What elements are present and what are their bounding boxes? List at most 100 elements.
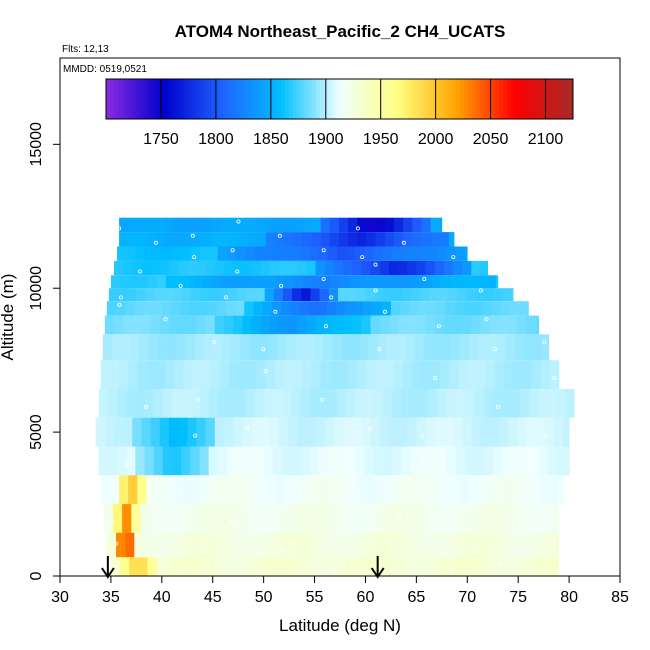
heatmap-cell [519, 301, 529, 316]
sample-point [484, 317, 489, 322]
colorbar-segment [160, 79, 165, 119]
colorbar-segment [148, 79, 154, 119]
heatmap-cell [303, 275, 313, 289]
heatmap-cell [161, 532, 172, 558]
heatmap-cell [403, 475, 413, 505]
heatmap-cell [159, 315, 170, 335]
heatmap-cell [178, 315, 188, 335]
colorbar-segment [456, 79, 461, 119]
heatmap-cell [473, 532, 483, 558]
heatmap-cell [543, 504, 554, 533]
colorbar-segment [117, 79, 123, 119]
heatmap-cell [495, 275, 499, 289]
heatmap-cell [480, 417, 491, 447]
heatmap-cell [103, 504, 114, 533]
heatmap-cell [284, 232, 294, 247]
heatmap-cell [247, 475, 257, 505]
heatmap-cell [140, 504, 150, 533]
heatmap-cell [342, 504, 352, 533]
heatmap-cell [146, 475, 157, 505]
heatmap-cell [318, 446, 329, 476]
heatmap-cell [355, 446, 365, 476]
colorbar-segment [569, 79, 574, 119]
colorbar-segment [218, 79, 224, 119]
heatmap-cell [324, 260, 335, 276]
heatmap-cell [154, 288, 165, 302]
heatmap-cell [453, 315, 463, 335]
heatmap-cell [410, 246, 420, 261]
heatmap-cell [137, 232, 147, 247]
heatmap-cell [128, 217, 138, 233]
heatmap-cell [181, 446, 191, 476]
heatmap-cell [470, 504, 480, 533]
heatmap-cell [430, 217, 441, 233]
heatmap-cell [361, 260, 371, 276]
heatmap-cell [117, 388, 127, 418]
colorbar-segment [553, 79, 558, 119]
heatmap-cell [501, 446, 512, 476]
heatmap-cell [278, 260, 289, 276]
heatmap-cell [547, 388, 558, 418]
colorbar-segment [429, 79, 434, 119]
heatmap-cell [430, 232, 441, 247]
heatmap-cell [418, 532, 428, 558]
heatmap-cell [210, 232, 221, 247]
sample-point [144, 404, 149, 409]
heatmap-cell [487, 334, 498, 361]
heatmap-cell [293, 475, 303, 505]
heatmap-cell [256, 360, 267, 389]
heatmap-cell [293, 360, 303, 389]
colorbar-segment [405, 79, 411, 119]
sample-point [552, 375, 557, 380]
heatmap-cell [176, 334, 186, 361]
heatmap-cell [144, 388, 155, 418]
heatmap-cell [431, 557, 442, 576]
colorbar-segment [499, 79, 504, 119]
heatmap-cell [391, 246, 402, 261]
heatmap-cell [143, 301, 154, 316]
colorbar-segment [191, 79, 197, 119]
heatmap-cell [388, 315, 399, 335]
heatmap-cell [231, 334, 241, 361]
heatmap-cell [340, 557, 350, 576]
colorbar-segment [467, 79, 473, 119]
heatmap-cell [512, 288, 514, 302]
heatmap-cell [516, 504, 526, 533]
heatmap-cell [394, 475, 404, 505]
heatmap-cell [285, 275, 295, 289]
heatmap-cell [128, 232, 138, 247]
heatmap-cell [306, 417, 316, 447]
sample-point [124, 462, 129, 467]
heatmap-cell [387, 504, 398, 533]
heatmap-cell [537, 532, 548, 558]
heatmap-cell [238, 360, 248, 389]
heatmap-cell [477, 557, 488, 576]
heatmap-cell [507, 504, 517, 533]
colorbar-segment [195, 79, 200, 119]
heatmap-cell [375, 360, 386, 389]
colorbar-segment [351, 79, 356, 119]
sample-point [451, 255, 456, 260]
heatmap-cell [245, 246, 255, 261]
heatmap-cell [288, 417, 298, 447]
heatmap-cell [526, 417, 536, 447]
colorbar-segment [296, 79, 302, 119]
heatmap-cell [164, 360, 175, 389]
heatmap-cell [227, 446, 237, 476]
heatmap-cell [425, 417, 436, 447]
heatmap-cell [247, 217, 257, 233]
colorbar-segment [281, 79, 286, 119]
x-tick-label: 85 [611, 589, 629, 606]
heatmap-cell [275, 557, 286, 576]
heatmap-cell [291, 246, 301, 261]
heatmap-cell [368, 334, 379, 361]
colorbar-segment [304, 79, 309, 119]
heatmap-cell [529, 446, 539, 476]
heatmap-cell [553, 417, 564, 447]
heatmap-cell [477, 275, 488, 289]
heatmap-cell [205, 260, 216, 276]
heatmap-cell [256, 217, 267, 233]
heatmap-cell [211, 557, 222, 576]
heatmap-cell [410, 446, 420, 476]
colorbar-segment [432, 79, 438, 119]
